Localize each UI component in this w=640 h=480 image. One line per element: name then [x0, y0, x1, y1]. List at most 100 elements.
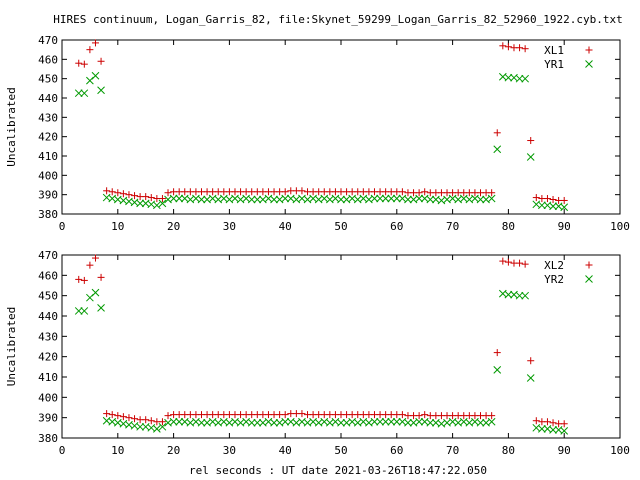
data-point [538, 424, 546, 433]
data-point [175, 194, 184, 203]
data-point-d2 [158, 422, 167, 431]
data-point [80, 89, 89, 98]
data-point-d2 [526, 374, 535, 382]
data-point-d2 [487, 417, 496, 426]
x-tick-label: 50 [334, 220, 347, 233]
data-point [247, 195, 256, 204]
data-point [74, 307, 83, 315]
data-point [158, 422, 167, 431]
data-point-d2 [74, 89, 83, 98]
data-point-d2 [409, 418, 418, 427]
data-point-d2 [493, 145, 502, 154]
y-tick-label: 450 [38, 73, 58, 86]
data-point-d2 [549, 426, 557, 434]
data-point [370, 194, 379, 203]
data-point [487, 194, 496, 203]
data-point [493, 366, 502, 374]
y-tick-label: 400 [38, 391, 58, 404]
data-point [131, 415, 139, 423]
data-point [97, 86, 105, 95]
data-point [415, 412, 423, 420]
data-point-d2 [175, 194, 184, 203]
data-point [164, 189, 172, 197]
data-point-d2 [387, 417, 396, 426]
data-point [387, 417, 396, 426]
data-point-d2 [482, 418, 490, 427]
data-point-d2 [186, 418, 195, 427]
data-point [91, 71, 100, 80]
data-point [392, 194, 401, 203]
data-point [493, 145, 502, 154]
x-tick-label: 10 [111, 220, 124, 233]
data-point [415, 189, 423, 197]
data-point [560, 196, 568, 204]
data-point [516, 259, 524, 267]
data-point [560, 420, 568, 428]
data-point-d2 [80, 89, 89, 98]
data-point [131, 192, 139, 200]
data-point [527, 137, 535, 145]
y-tick-label: 440 [38, 310, 58, 323]
data-point [97, 273, 105, 281]
data-point [86, 261, 94, 269]
data-point-d2 [365, 418, 373, 427]
series-XL1 [75, 39, 568, 204]
data-point [532, 194, 540, 202]
data-point-d2 [197, 418, 206, 427]
data-point [91, 288, 100, 297]
data-point [281, 417, 290, 426]
data-point-d2 [325, 195, 334, 204]
data-point-d2 [86, 76, 94, 85]
y-tick-label: 440 [38, 92, 58, 105]
data-point-d2 [521, 74, 529, 83]
y-tick-label: 450 [38, 290, 58, 303]
x-tick-label: 70 [446, 444, 459, 457]
data-point [253, 195, 262, 204]
data-point-d2 [443, 418, 451, 427]
data-point-d2 [337, 195, 345, 204]
data-point [526, 374, 535, 382]
data-point [376, 417, 384, 426]
data-point-d2 [465, 418, 474, 427]
data-point [521, 291, 529, 300]
y-axis-label: Uncalibrated [5, 307, 18, 386]
legend-marker-d2 [585, 60, 593, 68]
data-point [125, 414, 133, 422]
data-point-d2 [136, 199, 144, 208]
data-point-d2 [404, 195, 412, 204]
data-point-d2 [275, 195, 284, 204]
data-point-d2 [97, 86, 105, 95]
series-YR1 [74, 71, 569, 212]
data-point [504, 73, 513, 82]
data-point-d2 [376, 417, 384, 426]
data-point [103, 187, 111, 195]
data-point-d2 [281, 417, 290, 426]
data-point [337, 418, 345, 427]
data-point-d2 [482, 195, 490, 204]
data-point-d2 [504, 290, 513, 299]
data-point-d2 [314, 418, 323, 427]
data-point [147, 194, 155, 202]
panel-1: 380 390 400 410 420 430 440 450 460 470 0 10 20 30 40 5… [5, 34, 630, 233]
data-point [549, 419, 557, 427]
data-point [298, 187, 306, 195]
data-point [169, 194, 178, 203]
data-point [153, 201, 161, 210]
data-point-d2 [381, 194, 390, 203]
data-point-d2 [504, 73, 513, 82]
data-point [426, 195, 435, 204]
legend-marker [585, 60, 593, 68]
y-tick-label: 420 [38, 131, 58, 144]
data-point-d2 [153, 424, 161, 433]
data-point [560, 203, 569, 212]
y-tick-label: 390 [38, 189, 58, 202]
data-point [108, 188, 116, 196]
data-point [75, 275, 83, 283]
data-point-d2 [493, 366, 502, 374]
legend-marker [585, 275, 593, 283]
x-tick-label: 0 [59, 444, 66, 457]
chart-title: HIRES continuum, Logan_Garris_82, file:S… [53, 13, 623, 26]
data-point [247, 418, 256, 427]
data-point [504, 43, 512, 51]
